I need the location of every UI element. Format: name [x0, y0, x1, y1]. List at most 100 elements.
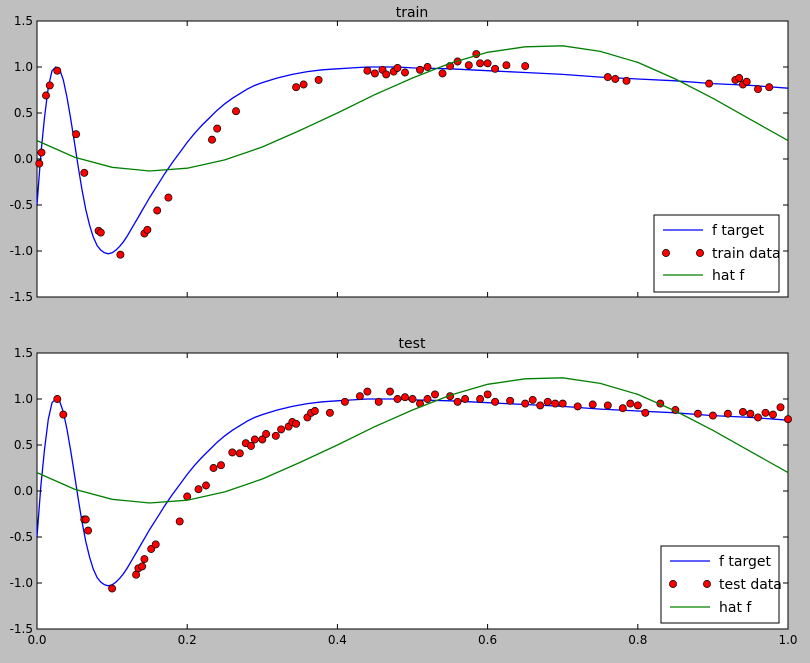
train-title: train: [396, 5, 429, 21]
train-train-data-point: [80, 168, 89, 177]
test-test-data-point: [363, 387, 372, 396]
test-ytick-label: 1.5: [14, 346, 33, 360]
train-ytick-label: 1.5: [14, 14, 33, 28]
test-test-data-point: [776, 403, 785, 412]
train-subplot: train -1.5 -1.0 -0.5 0.0 0.5 1.0 1.5 f target …: [10, 5, 789, 304]
train-train-data-point: [705, 79, 714, 88]
train-train-data-point: [502, 61, 511, 70]
test-xtick-label: 0.6: [478, 633, 497, 647]
train-train-data-point: [42, 91, 50, 100]
test-test-data-point: [543, 397, 552, 406]
test-ytick-label: 1.0: [14, 392, 33, 406]
test-legend-target-label: f target: [719, 554, 771, 570]
train-train-data-point: [622, 76, 631, 85]
test-test-data-point: [723, 409, 732, 418]
test-test-data-point: [209, 464, 218, 472]
train-legend-points-label: train data: [712, 246, 781, 262]
test-test-data-point: [175, 517, 184, 526]
train-train-data-point: [464, 61, 473, 70]
test-test-data-point: [769, 410, 777, 419]
test-ytick-label: 0.5: [14, 438, 33, 452]
train-train-data-point: [37, 148, 46, 157]
test-ytick-label: -1.0: [10, 576, 33, 590]
train-legend-box: [653, 214, 780, 293]
train-train-data-point: [299, 80, 308, 89]
train-train-data-point: [401, 68, 409, 77]
train-train-data-point: [208, 135, 216, 144]
train-data-layer: [35, 45, 789, 259]
train-train-data-point: [382, 70, 391, 79]
test-xtick-label: 1.0: [778, 633, 797, 647]
train-ytick-label: 1.0: [14, 60, 33, 74]
train-train-data-point: [116, 250, 125, 259]
test-test-data-point: [258, 435, 267, 444]
test-xtick-label: 0.4: [328, 633, 347, 647]
train-train-data-point: [96, 228, 105, 237]
test-test-data-point: [506, 396, 515, 405]
test-tick-layer: -1.5 -1.0 -0.5 0.0 0.5 1.0 1.5 0.0 0.2 0.4 0.6 0.8 1…: [10, 346, 798, 647]
test-test-data-point: [194, 485, 203, 494]
test-title: test: [399, 336, 426, 352]
test-test-data-point: [588, 400, 597, 409]
train-train-data-point: [164, 193, 173, 202]
train-train-data-point: [742, 77, 751, 86]
test-test-data-point: [151, 540, 160, 549]
test-test-data-point: [53, 395, 62, 403]
test-test-data-point: [202, 481, 210, 490]
train-train-data-point: [53, 66, 62, 75]
train-train-data-point: [72, 130, 81, 139]
test-legend-points-swatch-a: [669, 580, 677, 588]
train-train-data-point: [393, 63, 402, 72]
train-train-data-point: [735, 74, 744, 82]
test-test-data-point: [247, 441, 255, 450]
test-test-data-point: [59, 410, 68, 419]
test-test-data-point: [217, 461, 225, 470]
train-train-data-point: [292, 83, 301, 92]
test-test-data-point: [271, 431, 280, 440]
train-train-data-point: [416, 65, 424, 74]
train-legend: f target train data hat f: [653, 214, 781, 293]
test-test-data-point: [262, 430, 271, 438]
test-test-data-point: [528, 395, 537, 404]
train-ytick-label: -0.5: [10, 198, 33, 212]
test-test-data-point: [708, 411, 717, 420]
test-ytick-label: 0.0: [14, 484, 33, 498]
train-legend-points-swatch-b: [696, 249, 704, 257]
train-train-data-point: [363, 66, 372, 75]
test-data-layer: [36, 377, 792, 593]
test-xtick-label: 0.0: [27, 633, 46, 647]
test-test-data-point: [603, 401, 612, 410]
test-legend-box: [660, 545, 780, 624]
train-ytick-label: 0.0: [14, 152, 33, 166]
test-subplot: test -1.5 -1.0 -0.5 0.0 0.5 1.0 1.5 0.0 0.2 0.4 0.…: [10, 336, 798, 647]
test-test-data-point: [761, 408, 770, 417]
test-test-data-point: [641, 408, 650, 417]
test-hat-f-line: [36, 377, 789, 504]
test-test-data-point: [340, 397, 349, 406]
train-hat-f-line: [36, 45, 789, 172]
train-train-data-point: [476, 59, 485, 68]
test-test-data-point: [84, 526, 93, 535]
train-train-data-point: [232, 107, 240, 116]
test-test-data-point: [476, 395, 485, 403]
test-test-data-point: [374, 397, 383, 406]
test-legend-points-swatch-b: [703, 580, 711, 588]
test-test-data-point: [277, 425, 286, 434]
test-legend-points-label: test data: [719, 577, 782, 593]
test-test-data-point: [423, 395, 432, 403]
train-train-data-point: [370, 69, 379, 78]
train-train-data-point: [611, 75, 620, 83]
test-test-data-point: [633, 401, 642, 410]
train-train-data-point: [314, 75, 323, 84]
train-train-data-point: [35, 159, 44, 168]
test-test-data-point: [408, 395, 417, 403]
test-xtick-label: 0.8: [628, 633, 647, 647]
test-test-data-point: [250, 435, 259, 444]
test-test-data-point: [521, 399, 530, 408]
test-test-data-point: [558, 399, 567, 408]
train-train-data-point: [438, 69, 447, 78]
test-legend: f target test data hat f: [660, 545, 782, 624]
train-train-data-point: [521, 62, 530, 71]
test-test-data-point: [618, 404, 627, 413]
